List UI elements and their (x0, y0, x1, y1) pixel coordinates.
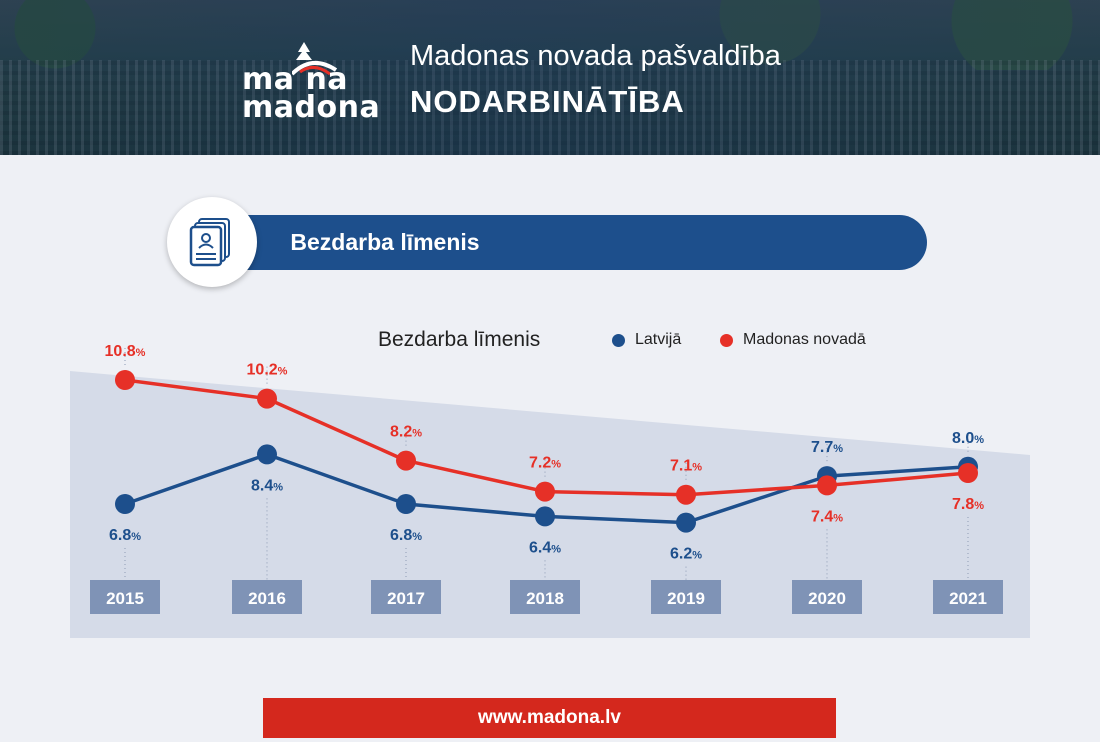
year-box (371, 580, 441, 614)
year-box (933, 580, 1003, 614)
website-url[interactable]: www.madona.lv (263, 698, 836, 738)
data-label-unit: % (273, 481, 283, 493)
tree-hill-logo-icon (292, 42, 338, 76)
data-label-unit: % (833, 512, 843, 524)
data-label-unit: % (278, 366, 288, 378)
data-label-madona: 7.2% (529, 455, 561, 472)
year-label: 2015 (106, 589, 144, 608)
data-label-madona: 10.2% (247, 362, 288, 379)
data-label-madona: 7.1% (670, 458, 702, 475)
data-label-latvija: 6.2% (670, 546, 702, 563)
data-label-unit: % (974, 434, 984, 446)
data-label-unit: % (551, 459, 561, 471)
point-latvija (115, 494, 135, 514)
point-madona (676, 484, 696, 505)
year-box (90, 580, 160, 614)
data-label-madona: 8.2% (390, 424, 422, 441)
point-madona (535, 481, 555, 502)
data-label-latvija: 7.7% (811, 439, 843, 456)
year-box (792, 580, 862, 614)
data-label-madona: 10.8% (105, 343, 146, 360)
legend-title: Bezdarba līmenis (378, 328, 541, 351)
year-label: 2018 (526, 589, 564, 608)
year-label: 2017 (387, 589, 425, 608)
legend-item-madona: Madonas novadā (720, 331, 866, 349)
year-box (510, 580, 580, 614)
data-label-madona: 7.4% (811, 508, 843, 525)
section-icon-badge (167, 197, 257, 287)
section-title-bar (205, 215, 927, 270)
data-label-madona: 7.8% (952, 496, 984, 513)
legend-label-latvija: Latvijā (635, 331, 682, 348)
year-box (651, 580, 721, 614)
year-box (232, 580, 302, 614)
year-label: 2021 (949, 589, 987, 608)
year-label: 2020 (808, 589, 846, 608)
point-madona (257, 388, 277, 409)
point-latvija (396, 494, 416, 514)
header-tint (0, 0, 1100, 155)
legend-dot-madona (720, 333, 733, 347)
data-label-unit: % (974, 500, 984, 512)
data-label-unit: % (412, 428, 422, 440)
legend-dot-latvija (612, 333, 625, 347)
point-madona (115, 370, 135, 390)
logo-text-line2: madona (242, 90, 381, 125)
data-label-latvija: 6.8% (390, 527, 422, 544)
data-label-latvija: 6.4% (529, 539, 561, 556)
header-banner: ma na madona Madonas novada pašvaldība N… (0, 0, 1100, 155)
point-madona (817, 475, 837, 496)
data-label-unit: % (136, 347, 146, 359)
document-person-icon (189, 218, 230, 267)
year-label: 2019 (667, 589, 705, 608)
legend-label-madona: Madonas novadā (743, 331, 866, 348)
legend-item-latvija: Latvijā (612, 331, 681, 349)
chart-background-band (70, 371, 1030, 638)
data-label-latvija: 6.8% (109, 527, 141, 544)
header-subtitle: Madonas novada pašvaldība (410, 40, 781, 72)
data-label-unit: % (692, 550, 702, 562)
data-label-unit: % (551, 543, 561, 555)
logo-text-line1: ma na (242, 62, 349, 97)
madona-logo: ma na madona (242, 40, 382, 125)
point-latvija (535, 506, 555, 527)
point-latvija (257, 444, 277, 465)
data-label-unit: % (692, 462, 702, 474)
point-madona (958, 463, 978, 483)
data-label-unit: % (412, 531, 422, 543)
section-title: Bezdarba līmenis (290, 229, 480, 255)
point-madona (396, 450, 416, 471)
point-latvija (676, 512, 696, 533)
year-label: 2016 (248, 589, 286, 608)
data-label-unit: % (833, 443, 843, 455)
data-label-unit: % (131, 531, 141, 543)
data-label-latvija: 8.0% (952, 430, 984, 447)
data-label-latvija: 8.4% (251, 477, 283, 494)
header-title: NODARBINĀTĪBA (410, 84, 685, 119)
